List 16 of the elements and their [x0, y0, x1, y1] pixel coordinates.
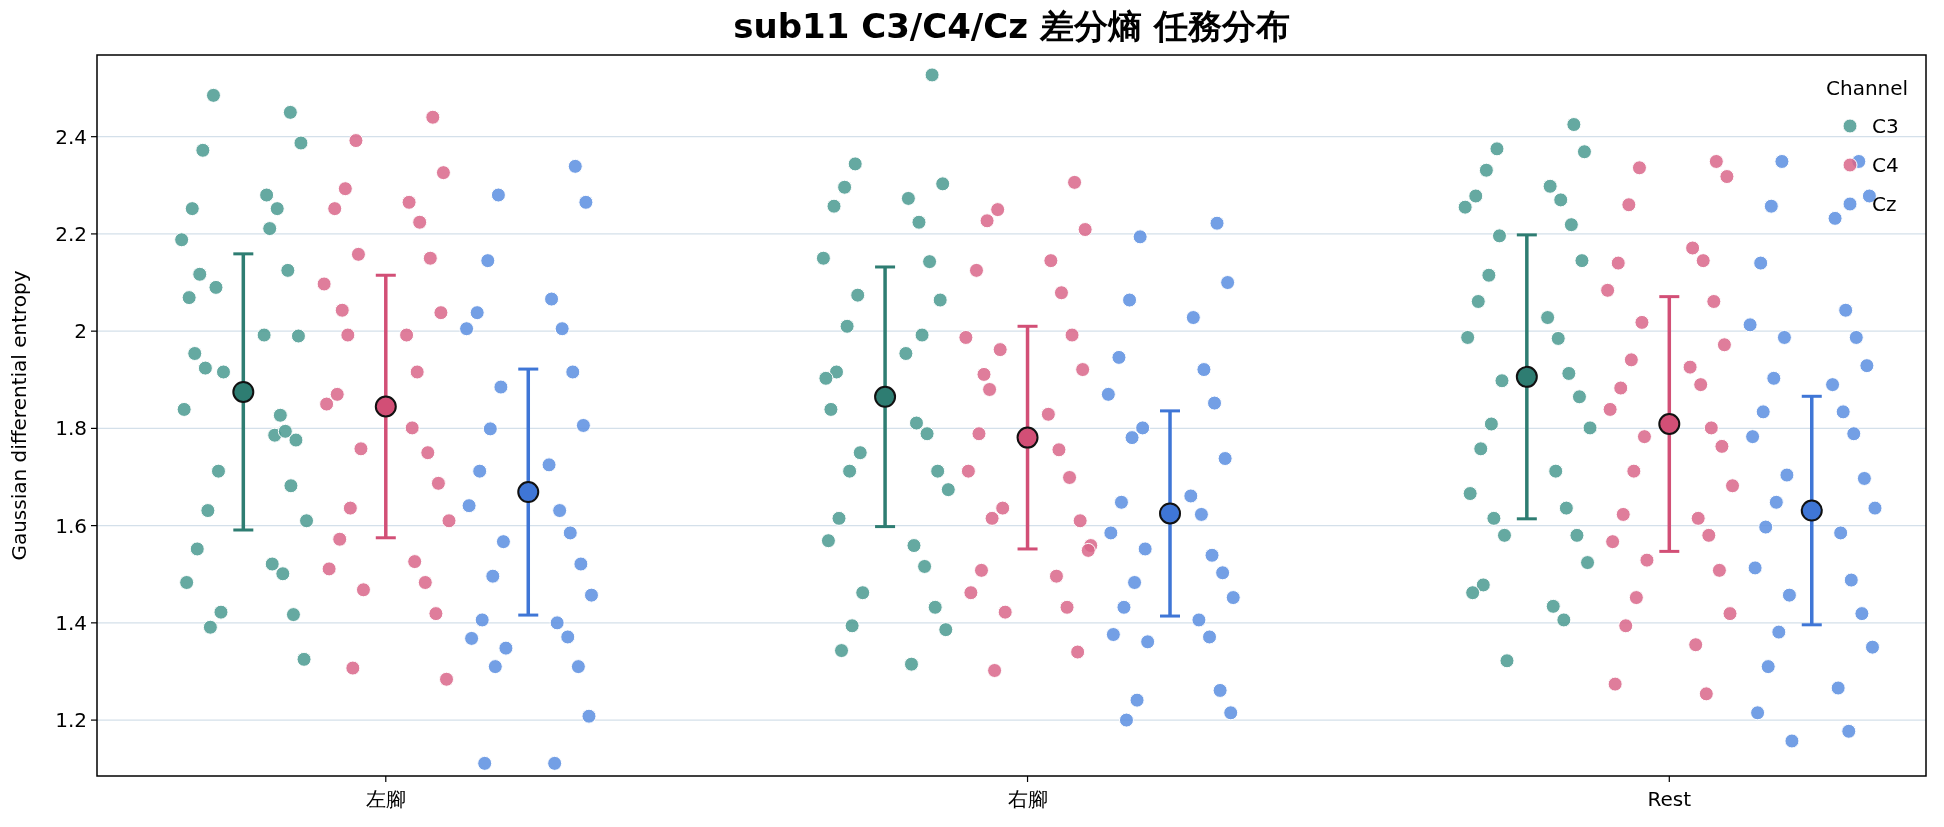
y-tick-label: 2.2 [55, 221, 87, 246]
legend-label: C3 [1872, 114, 1899, 138]
legend-title: Channel [1826, 76, 1909, 100]
chart-title: sub11 C3/C4/Cz 差分熵 任務分布 [733, 6, 1290, 46]
y-tick-label: 2 [74, 319, 87, 344]
legend-label: Cz [1872, 192, 1897, 216]
x-tick-label: 右腳 [1007, 787, 1048, 811]
y-tick-label: 1.6 [55, 513, 87, 538]
y-axis-title: Gaussian differential entropy [7, 270, 31, 561]
y-tick-label: 2.4 [55, 124, 87, 149]
x-tick-label: Rest [1647, 787, 1692, 811]
y-tick-label: 1.2 [55, 708, 87, 733]
legend-label: C4 [1872, 153, 1899, 177]
x-tick-label: 左腳 [365, 787, 406, 811]
y-tick-label: 1.4 [55, 610, 87, 635]
y-tick-label: 1.8 [55, 416, 87, 441]
